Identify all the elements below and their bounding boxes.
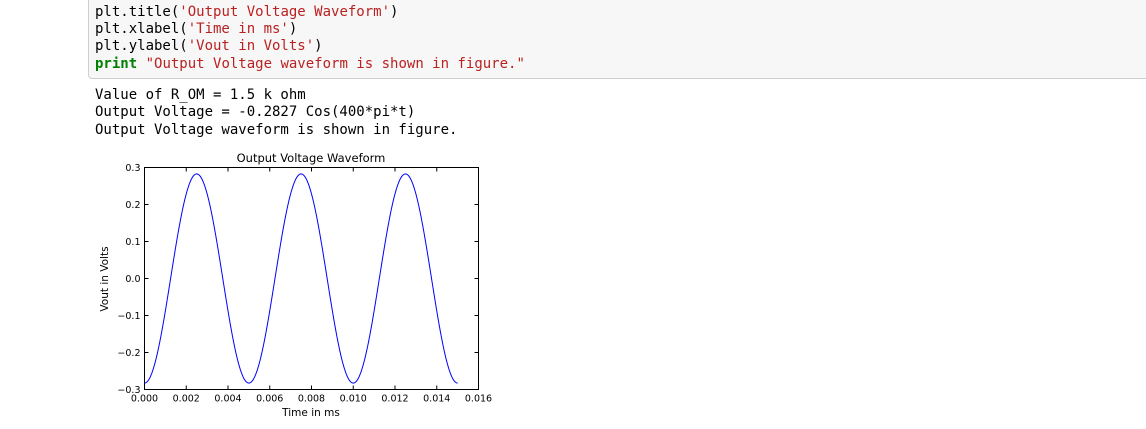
output-line-3: Output Voltage waveform is shown in figu…: [95, 122, 458, 138]
tick-labels: 0.000 0.002 0.004 0.006 0.008 0.010 0.012 0.014…: [117, 163, 492, 405]
x-axis-label: Time in ms: [281, 407, 340, 419]
plot-frame: [144, 167, 479, 390]
x-tick-label: 0.000: [131, 394, 158, 405]
y-tick-label: 0.0: [125, 274, 140, 285]
x-tick-label: 0.016: [465, 394, 492, 405]
y-tick-label: −0.3: [117, 385, 140, 396]
y-tick-label: 0.3: [125, 163, 140, 174]
x-tick-label: 0.008: [298, 394, 325, 405]
x-tick-label: 0.006: [256, 394, 283, 405]
code-text: ): [314, 38, 323, 54]
y-tick-label: 0.1: [125, 237, 140, 248]
code-string: 'Output Voltage Waveform': [179, 4, 391, 20]
axis-ticks: [144, 167, 479, 390]
y-axis-label: Vout in Volts: [99, 246, 111, 311]
code-keyword: print: [95, 56, 138, 72]
code-string: "Output Voltage waveform is shown in fig…: [145, 56, 525, 72]
code-string: 'Time in ms': [187, 21, 289, 37]
code-text: ): [390, 4, 399, 20]
code-line-title: plt.title('Output Voltage Waveform'): [95, 4, 398, 21]
code-text: ): [288, 21, 298, 37]
y-tick-label: −0.2: [117, 348, 140, 359]
code-text: plt.ylabel(: [95, 38, 188, 54]
chart-title: Output Voltage Waveform: [237, 151, 386, 165]
output-line-1: Value of R_OM = 1.5 k ohm: [95, 87, 306, 103]
series-line: [144, 173, 458, 384]
code-text: plt.title(: [95, 4, 180, 20]
code-line-print: print "Output Voltage waveform is shown …: [95, 56, 525, 73]
output-line-2: Output Voltage = -0.2827 Cos(400*pi*t): [95, 104, 416, 120]
code-line-xlabel: plt.xlabel('Time in ms'): [95, 21, 297, 38]
code-text: plt.xlabel(: [95, 21, 188, 37]
x-tick-label: 0.012: [381, 394, 408, 405]
y-tick-label: −0.1: [117, 311, 140, 322]
x-tick-label: 0.010: [340, 394, 367, 405]
y-tick-label: 0.2: [125, 200, 140, 211]
code-line-ylabel: plt.ylabel('Vout in Volts'): [95, 38, 323, 55]
x-tick-label: 0.014: [423, 394, 450, 405]
code-input-cell[interactable]: [88, 0, 1146, 79]
code-string: 'Vout in Volts': [187, 38, 315, 54]
x-tick-label: 0.004: [214, 394, 241, 405]
x-tick-label: 0.002: [173, 394, 200, 405]
